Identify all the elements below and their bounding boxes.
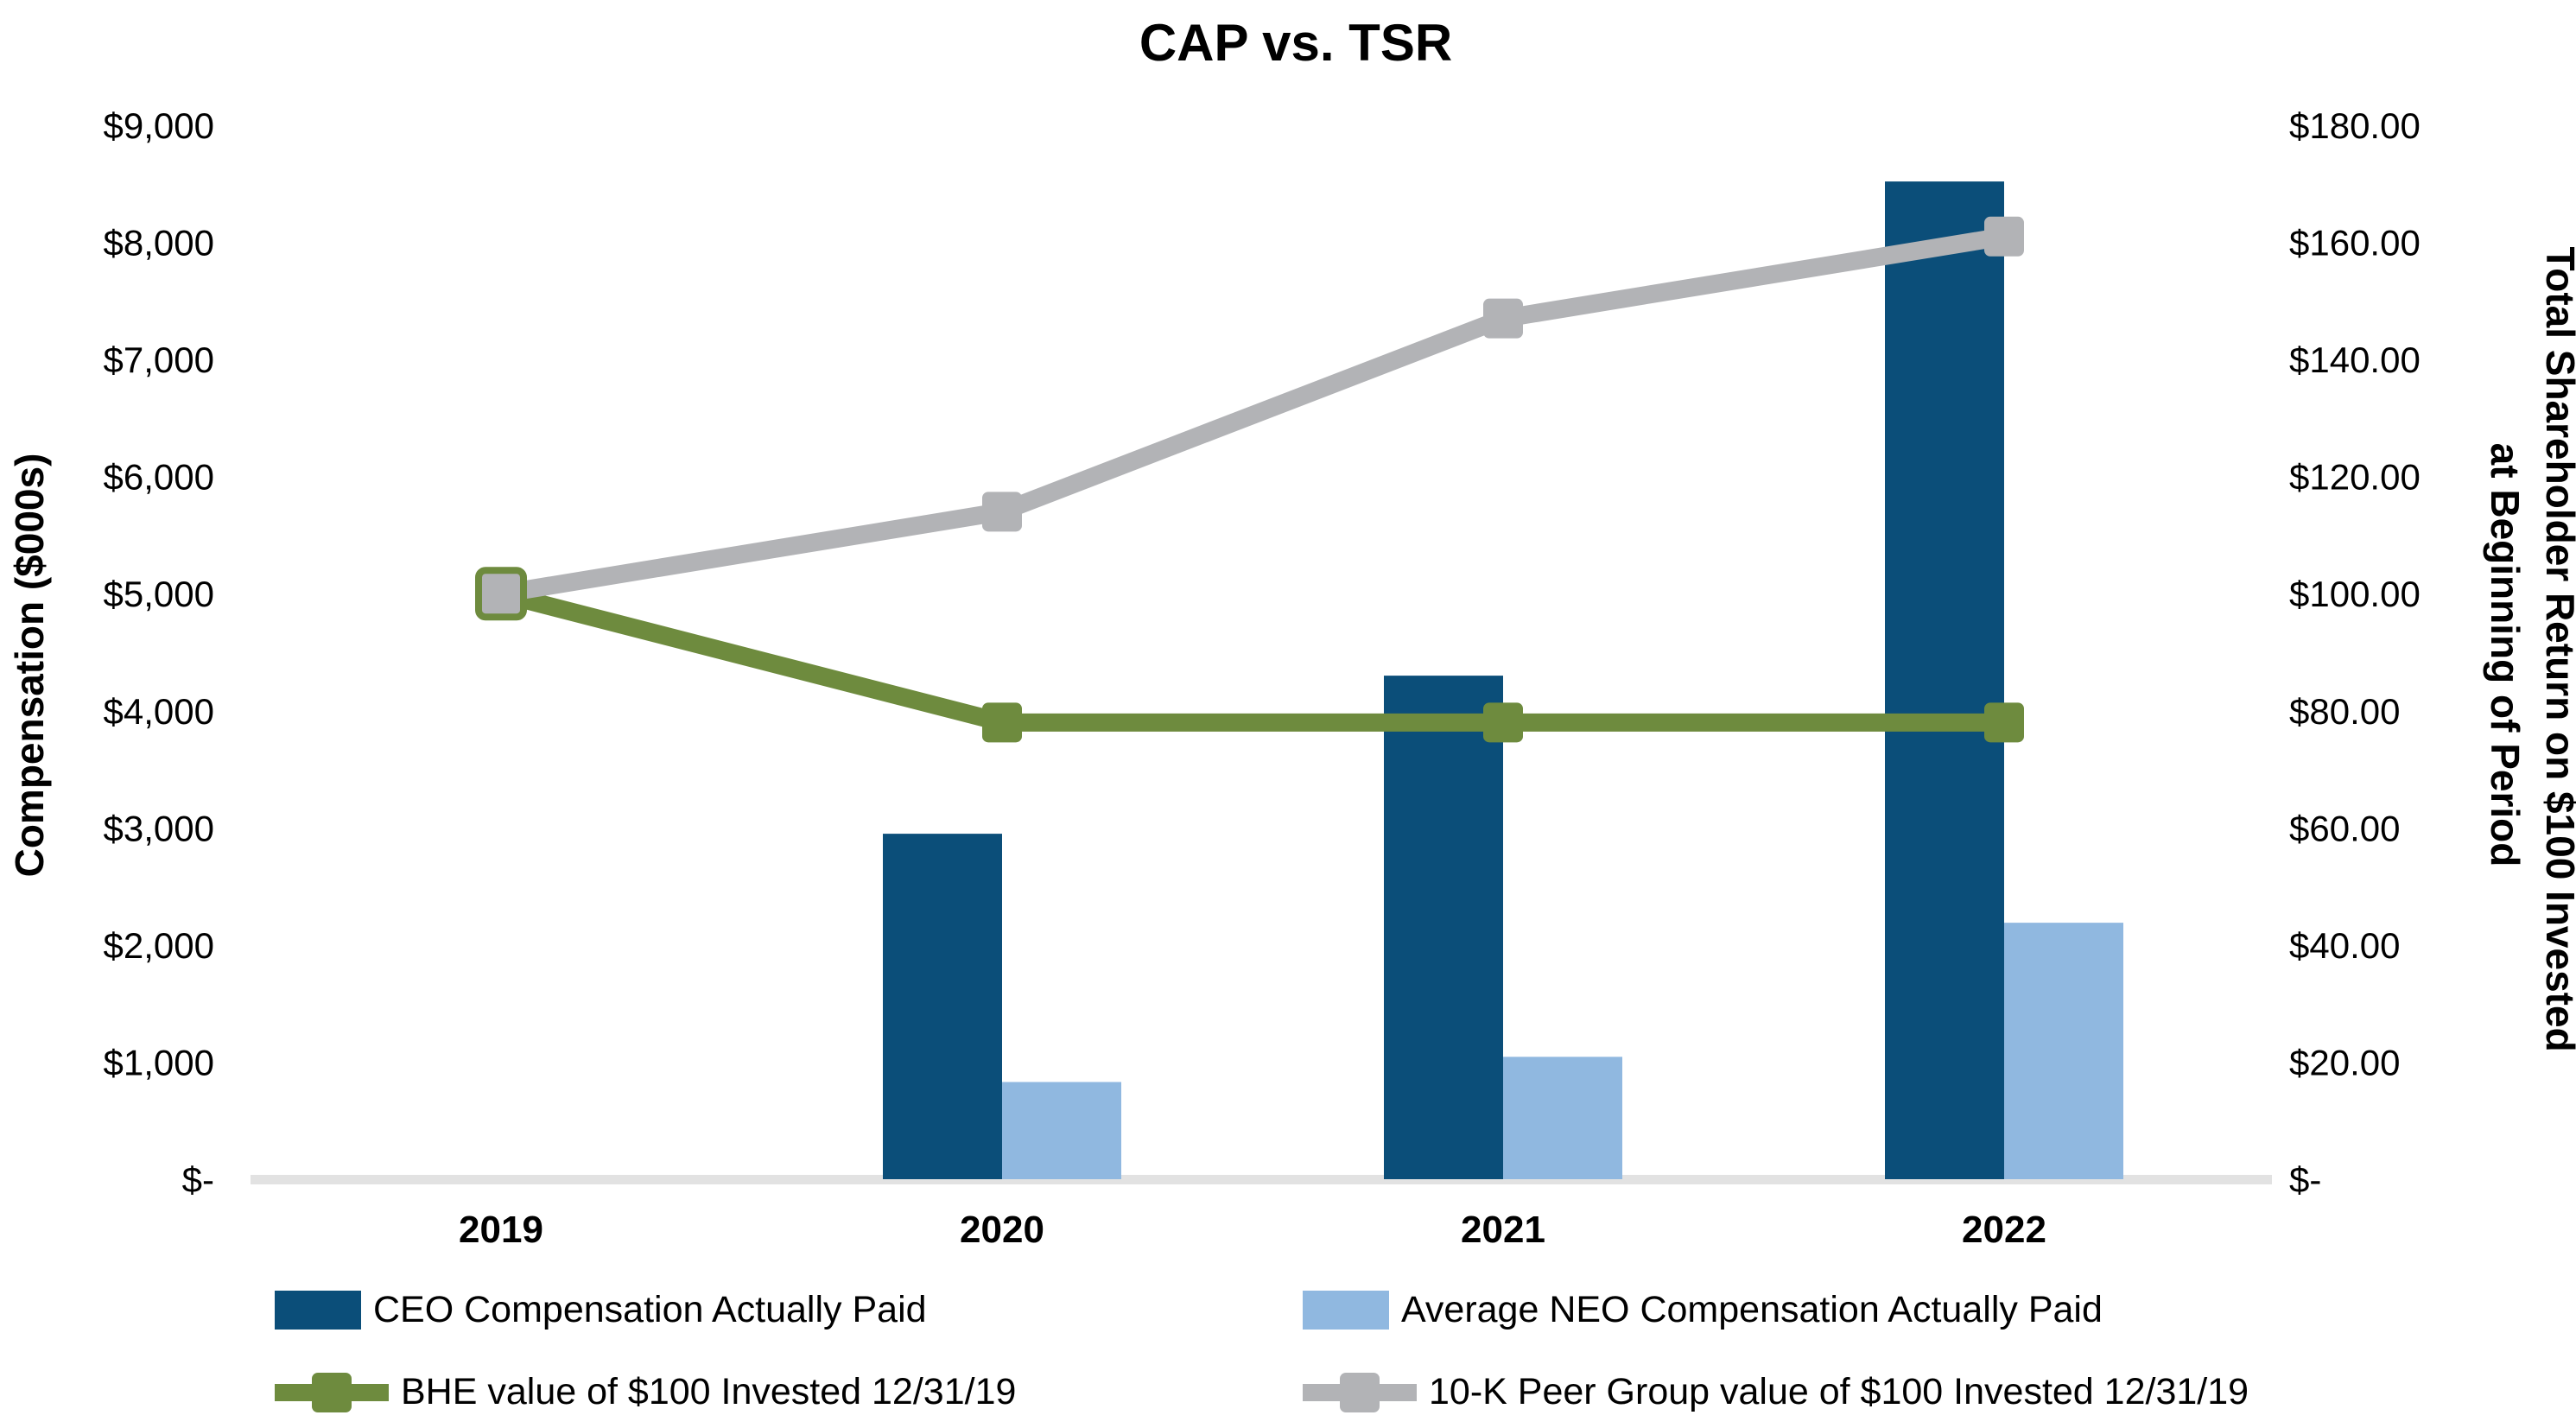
right-axis-tick-labels: $180.00 $160.00 $140.00 $120.00 $100.00 $80.0… [2289,105,2421,1200]
legend-label: CEO Compensation Actually Paid [373,1289,927,1330]
bar-neo-2021 [1503,1057,1622,1179]
right-tick-label-4: $100.00 [2289,574,2421,614]
right-tick-label-2: $140.00 [2289,340,2421,380]
line-peer-group [499,227,2006,603]
right-tick-label-5: $80.00 [2289,691,2400,732]
legend-label: Average NEO Compensation Actually Paid [1401,1289,2103,1330]
legend-item-1: Average NEO Compensation Actually Paid [1303,1289,2249,1331]
marker-origin-2019 [475,567,527,621]
right-axis-title-line1: Total Shareholder Return on $100 Investe… [2538,247,2576,1052]
left-tick-label-5: $4,000 [104,691,214,732]
legend-item-0: CEO Compensation Actually Paid [275,1289,1303,1331]
right-tick-label-8: $20.00 [2289,1042,2400,1082]
marker-bhe-2021 [1483,702,1523,743]
right-tick-label-0: $180.00 [2289,105,2421,146]
chart-title: CAP vs. TSR [1139,14,1452,72]
legend-item-2: BHE value of $100 Invested 12/31/19 [275,1371,1303,1413]
x-label-2019: 2019 [459,1209,543,1251]
bar-ceo-2022 [1885,181,2004,1180]
right-tick-label-1: $160.00 [2289,223,2421,263]
x-axis-category-labels: 2019 2020 2021 2022 [459,1209,2046,1251]
bar-neo-2022 [2004,923,2123,1179]
left-tick-label-8: $1,000 [104,1042,214,1082]
left-tick-label-9: $- [182,1159,214,1200]
x-label-2021: 2021 [1461,1209,1545,1251]
legend-square-marker-icon [1340,1372,1380,1412]
right-tick-label-9: $- [2289,1159,2321,1200]
legend-bar-swatch-icon [1303,1291,1389,1330]
legend-bar-swatch-icon [275,1291,361,1330]
right-axis-title-line2: at Beginning of Period [2483,443,2528,867]
marker-peer-group-2022 [1984,216,2024,257]
chart-legend: CEO Compensation Actually Paid Average NE… [275,1289,2249,1413]
right-tick-label-3: $120.00 [2289,457,2421,498]
legend-square-marker-icon [312,1372,352,1412]
line-bhe [498,585,2004,732]
legend-label: BHE value of $100 Invested 12/31/19 [401,1371,1017,1412]
right-tick-label-7: $40.00 [2289,925,2400,966]
right-axis-title: Total Shareholder Return on $100 Investe… [2483,247,2576,1063]
marker-peer-group-2020 [982,492,1022,532]
marker-peer-group-2021 [1483,298,1523,339]
left-tick-label-2: $7,000 [104,340,214,380]
legend-line-marker-swatch-icon [275,1372,389,1413]
right-tick-label-6: $60.00 [2289,808,2400,848]
x-label-2020: 2020 [960,1209,1044,1251]
left-tick-label-3: $6,000 [104,457,214,498]
left-axis-tick-labels: $9,000 $8,000 $7,000 $6,000 $5,000 $4,000 $3,0… [104,105,214,1200]
bar-ceo-2021 [1384,676,1503,1179]
bar-series [883,181,2123,1180]
left-axis-title: Compensation ($000s) [7,454,52,878]
baseline-rect [251,1175,2272,1184]
left-tick-label-1: $8,000 [104,223,214,263]
left-tick-label-4: $5,000 [104,574,214,614]
marker-bhe-2020 [982,702,1022,743]
x-label-2022: 2022 [1962,1209,2046,1251]
legend-line-marker-swatch-icon [1303,1372,1417,1413]
bar-neo-2020 [1002,1082,1121,1179]
left-tick-label-6: $3,000 [104,808,214,848]
legend-label: 10-K Peer Group value of $100 Invested 1… [1429,1371,2249,1412]
marker-bhe-2022 [1984,702,2024,743]
legend-item-3: 10-K Peer Group value of $100 Invested 1… [1303,1371,2249,1413]
line-series [475,216,2024,743]
left-tick-label-0: $9,000 [104,105,214,146]
bar-ceo-2020 [883,834,1002,1179]
x-axis-baseline [251,1175,2272,1184]
left-tick-label-7: $2,000 [104,925,214,966]
